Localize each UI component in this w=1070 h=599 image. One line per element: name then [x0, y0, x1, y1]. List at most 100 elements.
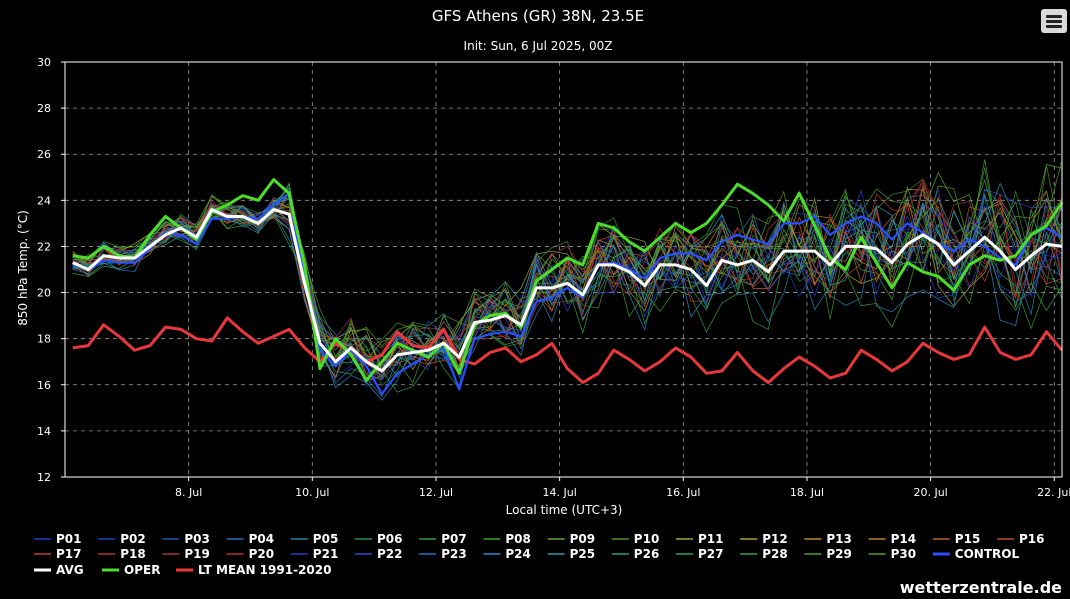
legend-item-p07[interactable]: P07: [419, 532, 467, 546]
legend-label: P03: [184, 532, 210, 546]
legend-label: P01: [56, 532, 82, 546]
chart-subtitle: Init: Sun, 6 Jul 2025, 00Z: [464, 39, 613, 53]
legend-item-p22[interactable]: P22: [355, 547, 403, 561]
member-line-p29: [72, 159, 1063, 367]
legend-item-p05[interactable]: P05: [290, 532, 339, 546]
y-tick-label: 24: [37, 194, 51, 207]
member-line-p27: [72, 187, 1063, 367]
hamburger-menu-icon[interactable]: [1041, 9, 1067, 33]
member-line-p02: [72, 195, 1063, 388]
main-series: [72, 178, 1064, 396]
x-tick-label: 8. Jul: [175, 486, 202, 499]
y-tick-label: 26: [37, 148, 51, 161]
legend-item-p26[interactable]: P26: [611, 547, 660, 561]
legend-label: P04: [249, 532, 275, 546]
legend-item-p04[interactable]: P04: [226, 532, 275, 546]
legend-item-p30[interactable]: P30: [868, 547, 917, 561]
x-tick-label: 20. Jul: [913, 486, 947, 499]
legend-label: P21: [313, 547, 339, 561]
legend-label: P24: [505, 547, 531, 561]
legend-label: P15: [955, 532, 981, 546]
legend-label: P27: [698, 547, 724, 561]
plot-frame: [64, 61, 1063, 478]
legend-item-p08[interactable]: P08: [483, 532, 531, 546]
y-tick-label: 28: [37, 102, 51, 115]
x-tick-label: 22. Jul: [1037, 486, 1070, 499]
legend-item-p19[interactable]: P19: [162, 547, 210, 561]
x-axis-ticks: 8. Jul 10. Jul 12. Jul 14. Jul 16. Jul 18. Ju…: [175, 477, 1070, 499]
legend-item-p29[interactable]: P29: [804, 547, 852, 561]
legend-item-p27[interactable]: P27: [676, 547, 724, 561]
legend-label: P29: [826, 547, 852, 561]
legend-label: P14: [891, 532, 917, 546]
legend-item-p15[interactable]: P15: [932, 532, 981, 546]
legend-item-lt-mean-1991-2020[interactable]: LT MEAN 1991-2020: [176, 563, 331, 577]
member-line-p08: [72, 208, 1063, 390]
series-line-oper: [72, 178, 1064, 382]
legend-item-p12[interactable]: P12: [740, 532, 788, 546]
legend-item-oper[interactable]: OPER: [102, 563, 160, 577]
y-tick-label: 14: [37, 425, 51, 438]
legend-label: AVG: [56, 563, 84, 577]
legend-label: P28: [762, 547, 788, 561]
legend-item-p02[interactable]: P02: [98, 532, 146, 546]
credit-text: wetterzentrale.de: [899, 578, 1062, 597]
legend-item-p23[interactable]: P23: [419, 547, 467, 561]
legend-label: P25: [570, 547, 596, 561]
legend-item-p11[interactable]: P11: [676, 532, 724, 546]
legend-label: P11: [698, 532, 724, 546]
legend-item-p18[interactable]: P18: [98, 547, 146, 561]
legend-item-p14[interactable]: P14: [868, 532, 917, 546]
legend-item-p25[interactable]: P25: [547, 547, 596, 561]
legend-label: P09: [570, 532, 596, 546]
legend-item-p28[interactable]: P28: [740, 547, 788, 561]
legend: P01 P02 P03 P04 P05 P06 P07 P08 P09 P10 P11 P12 P13 P…: [34, 532, 1045, 577]
legend-label: P16: [1019, 532, 1045, 546]
legend-item-control[interactable]: CONTROL: [932, 547, 1020, 561]
legend-label: P18: [120, 547, 146, 561]
legend-item-p03[interactable]: P03: [162, 532, 210, 546]
legend-label: P17: [56, 547, 82, 561]
x-tick-label: 10. Jul: [295, 486, 329, 499]
legend-label: LT MEAN 1991-2020: [198, 563, 331, 577]
legend-label: P12: [762, 532, 788, 546]
y-axis-ticks: 12 14 16 18 20 22 24 26 28 30: [37, 56, 65, 484]
legend-label: P19: [184, 547, 210, 561]
legend-item-p21[interactable]: P21: [290, 547, 339, 561]
legend-item-p01[interactable]: P01: [34, 532, 82, 546]
legend-item-p06[interactable]: P06: [355, 532, 403, 546]
x-tick-label: 16. Jul: [666, 486, 700, 499]
legend-label: P10: [634, 532, 660, 546]
legend-item-p13[interactable]: P13: [804, 532, 852, 546]
x-axis-label: Local time (UTC+3): [506, 503, 623, 517]
member-line-p26: [72, 193, 1063, 385]
legend-label: OPER: [124, 563, 160, 577]
x-tick-label: 12. Jul: [419, 486, 453, 499]
legend-item-p16[interactable]: P16: [997, 532, 1045, 546]
legend-item-p09[interactable]: P09: [547, 532, 596, 546]
legend-item-p10[interactable]: P10: [611, 532, 660, 546]
x-tick-label: 18. Jul: [790, 486, 824, 499]
series-line-avg: [72, 208, 1063, 373]
member-line-p15: [72, 195, 1063, 374]
legend-label: P30: [891, 547, 917, 561]
legend-label: P26: [634, 547, 660, 561]
chart-title: GFS Athens (GR) 38N, 23.5E: [432, 7, 644, 25]
legend-label: P20: [249, 547, 275, 561]
legend-label: P22: [377, 547, 403, 561]
legend-item-p17[interactable]: P17: [34, 547, 82, 561]
legend-item-p24[interactable]: P24: [483, 547, 531, 561]
legend-label: P13: [826, 532, 852, 546]
ensemble-members: [72, 159, 1063, 401]
x-tick-label: 14. Jul: [543, 486, 577, 499]
legend-label: CONTROL: [955, 547, 1020, 561]
legend-label: P05: [313, 532, 339, 546]
legend-item-avg[interactable]: AVG: [34, 563, 84, 577]
y-tick-label: 16: [37, 379, 51, 392]
series-line-lt-mean-1991-2020: [72, 316, 1064, 384]
y-axis-label: 850 hPa Temp. (°C): [16, 210, 30, 326]
legend-label: P06: [377, 532, 403, 546]
legend-label: P07: [441, 532, 467, 546]
legend-label: P08: [505, 532, 531, 546]
legend-item-p20[interactable]: P20: [226, 547, 275, 561]
